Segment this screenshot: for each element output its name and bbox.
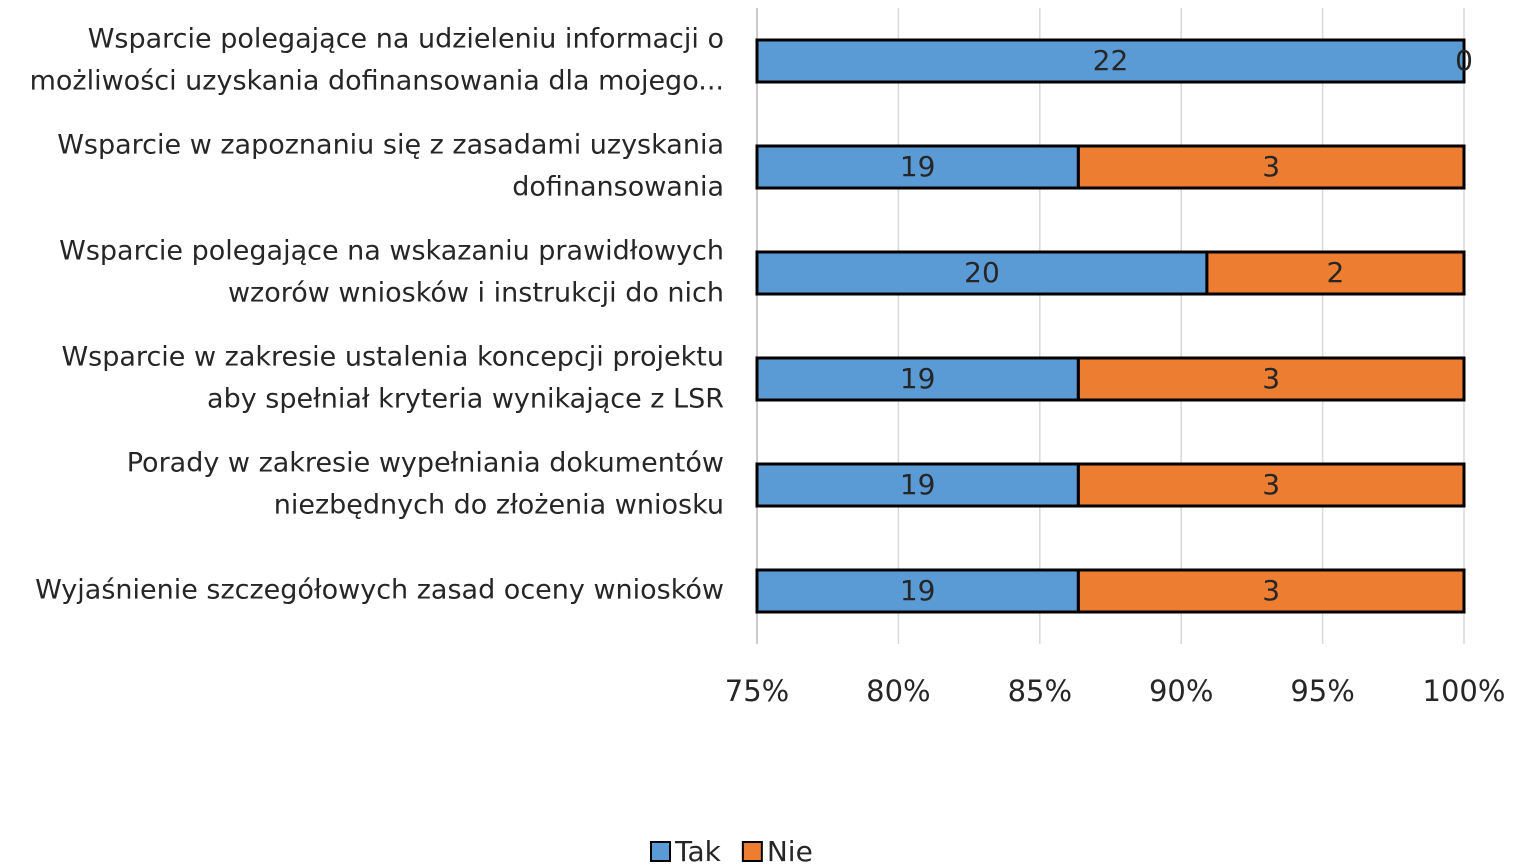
legend-label: Nie (767, 835, 813, 867)
category-label: Wsparcie w zakresie ustalenia koncepcji … (61, 342, 724, 373)
legend-swatch (650, 841, 671, 862)
legend-label: Tak (674, 835, 722, 867)
category-label: Wsparcie polegające na udzieleniu inform… (88, 24, 724, 55)
legend-swatch (741, 841, 763, 862)
bar-segment (755, 250, 1209, 296)
category-label: niezbędnych do złożenia wniosku (274, 490, 724, 521)
category-label: możliwości uzyskania dofinansowania dla … (30, 66, 724, 97)
data-label: 19 (900, 150, 936, 183)
x-tick-label: 95% (1290, 674, 1354, 708)
bar-segment (755, 38, 1466, 84)
x-tick-label: 100% (1423, 674, 1506, 708)
data-label: 20 (964, 256, 1000, 289)
x-tick-label: 85% (1008, 674, 1072, 708)
data-label: 0 (1455, 44, 1473, 77)
category-label: Porady w zakresie wypełniania dokumentów (127, 448, 724, 479)
bar-segment (1076, 568, 1466, 614)
data-label: 22 (1093, 44, 1129, 77)
data-label: 19 (900, 362, 936, 395)
category-label: wzorów wniosków i instrukcji do nich (228, 278, 724, 309)
bar-segment (1205, 250, 1466, 296)
bar-segment (1076, 144, 1466, 190)
data-label: 3 (1262, 362, 1280, 395)
data-label: 19 (900, 574, 936, 607)
category-label: Wsparcie polegające na wskazaniu prawidł… (59, 236, 724, 267)
category-label: Wyjaśnienie szczegółowych zasad oceny wn… (35, 575, 724, 606)
x-tick-label: 75% (725, 674, 789, 708)
data-label: 3 (1262, 150, 1280, 183)
data-label: 19 (900, 468, 936, 501)
bar-segment (755, 144, 1080, 190)
x-tick-label: 90% (1149, 674, 1213, 708)
data-label: 3 (1262, 574, 1280, 607)
data-label: 2 (1327, 256, 1345, 289)
category-label: Wsparcie w zapoznaniu się z zasadami uzy… (57, 130, 724, 161)
category-label: dofinansowania (512, 172, 724, 203)
x-tick-label: 80% (866, 674, 930, 708)
bar-segment (755, 356, 1080, 402)
category-label: aby spełniał kryteria wynikające z LSR (207, 384, 724, 415)
data-label: 3 (1262, 468, 1280, 501)
bar-segment (1076, 356, 1466, 402)
bar-segment (1076, 462, 1466, 508)
